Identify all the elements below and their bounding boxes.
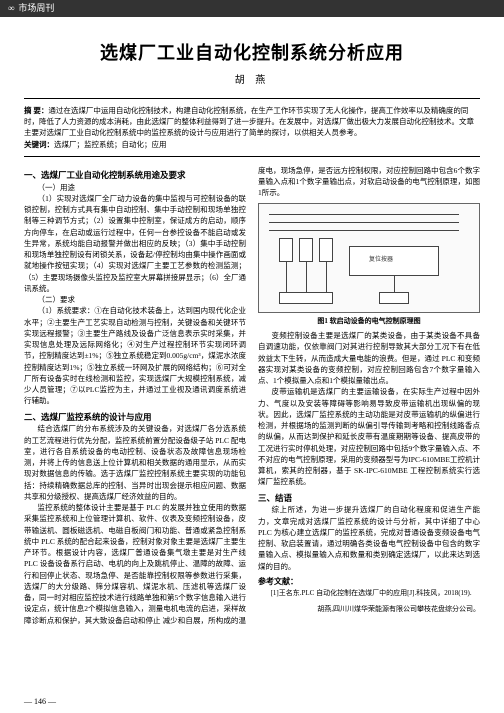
section-1-heading: 一、选煤厂工业自动化控制系统用途及要求 [24, 169, 246, 182]
paragraph: 结合选煤厂的分布系统涉及的关键设备，对选煤厂各分选系统的工艺流程进行优先分配，监… [24, 423, 246, 502]
paragraph: 变频控制设备主要是选煤厂的某类设备，由于某类设备不具备自调速功能，仅依靠阀门对其… [258, 330, 480, 386]
figure-label: 复位按器 [369, 256, 393, 265]
keywords-row: 关键词：选煤厂；监控系统；自动化；应用 [24, 139, 480, 150]
references-heading: 参考文献： [258, 576, 480, 588]
journal-name: 市场周刊 [18, 2, 54, 15]
paragraph: 皮带运输机是选煤厂的主要运输设备，在实际生产过程中因外力、气度以及安装等障碍等影… [258, 386, 480, 487]
section-1-1-heading: （一）用途 [24, 182, 246, 193]
keywords-label: 关键词： [24, 140, 54, 149]
infinity-icon: ∞ [8, 2, 14, 15]
journal-header: ∞ 市场周刊 [0, 0, 504, 17]
abstract-block: 摘 要：通过在选煤厂中运用自动化控制技术，构建自动化控制系统，在生产工作环节实现… [24, 98, 480, 157]
abstract-label: 摘 要： [24, 106, 48, 115]
figure-1: 复位按器 图1 软启动设备的电气控制原理图 [258, 203, 480, 327]
keywords-text: 选煤厂；监控系统；自动化；应用 [54, 140, 167, 149]
abstract-text: 通过在选煤厂中运用自动化控制技术，构建自动化控制系统，在生产工作环节实现了无人化… [24, 106, 474, 138]
article-title: 选煤厂工业自动化控制系统分析应用 [24, 41, 480, 66]
author-name: 胡 燕 [24, 74, 480, 88]
two-column-content: 一、选煤厂工业自动化控制系统用途及要求 （一）用途 （1）实现对选煤厂全厂动力设… [24, 165, 480, 626]
author-affiliation: 胡燕,四川川煤华荣能源有限公司攀枝花盘综分公司。 [258, 604, 480, 615]
page-number: — 146 — [24, 696, 56, 707]
paragraph: （1）系统要求：①在自动化技术装备上，达到国内现代化企业水平；②主要生产工艺实现… [24, 305, 246, 406]
figure-1-caption: 图1 软启动设备的电气控制原理图 [258, 316, 480, 327]
page-body: 选煤厂工业自动化控制系统分析应用 胡 燕 摘 要：通过在选煤厂中运用自动化控制技… [0, 17, 504, 634]
section-2-heading: 二、选煤厂监控系统的设计与应用 [24, 411, 246, 424]
section-1-2-heading: （二）要求 [24, 294, 246, 305]
section-3-heading: 三、结语 [258, 492, 480, 505]
reference-item: [1]王名东.PLC 自动化控制在选煤厂中的应用[J].科技风，2018(19)… [258, 588, 480, 599]
paragraph: （1）实现对选煤厂全厂动力设备的集中监视与可控制设备的联锁控制，控制方式具有集中… [24, 193, 246, 294]
figure-1-schematic: 复位按器 [258, 203, 480, 313]
paragraph: 综上所述，为进一步提升选煤厂的自动化程度和促进生产能力，文章完成对选煤厂监控系统… [258, 504, 480, 572]
abstract-row: 摘 要：通过在选煤厂中运用自动化控制技术，构建自动化控制系统，在生产工作环节实现… [24, 105, 480, 139]
